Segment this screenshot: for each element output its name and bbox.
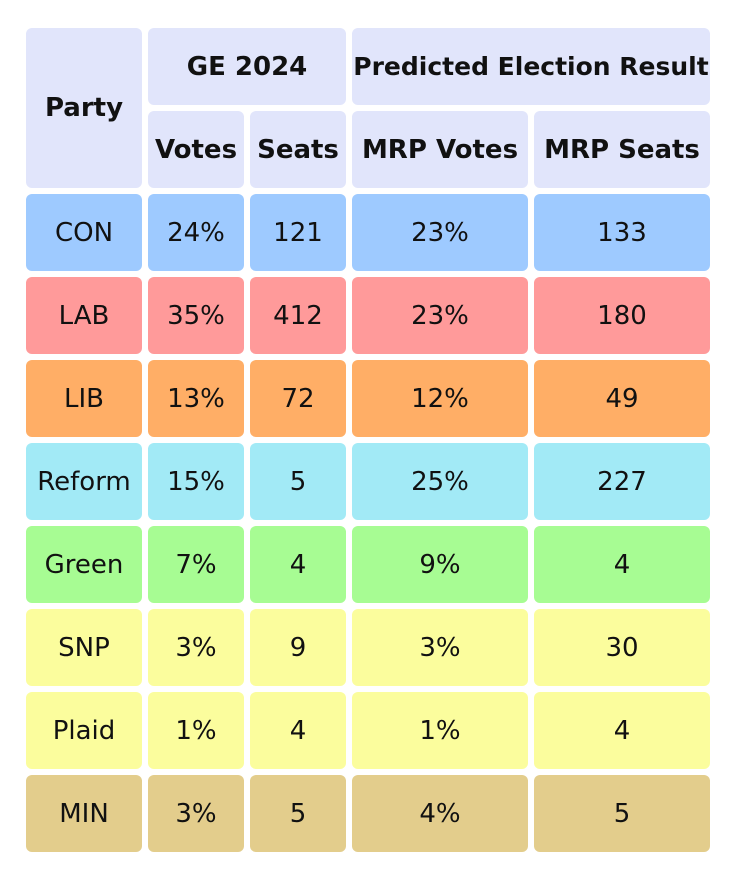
election-results-table: Party GE 2024 Predicted Election Result … [26, 28, 710, 852]
votes-cell: 7% [148, 526, 244, 603]
seats-cell: 412 [250, 277, 346, 354]
votes-cell: 1% [148, 692, 244, 769]
seats-cell: 5 [250, 443, 346, 520]
votes-cell: 13% [148, 360, 244, 437]
party-cell: LIB [26, 360, 142, 437]
mrp-votes-cell: 9% [352, 526, 528, 603]
seats-cell: 5 [250, 775, 346, 852]
mrp-seats-cell: 30 [534, 609, 710, 686]
party-cell: Plaid [26, 692, 142, 769]
mrp-seats-cell: 180 [534, 277, 710, 354]
mrp-votes-cell: 4% [352, 775, 528, 852]
seats-cell: 72 [250, 360, 346, 437]
seats-column-header: Seats [250, 111, 346, 188]
mrp-seats-cell: 227 [534, 443, 710, 520]
party-column-header: Party [26, 28, 142, 188]
mrp-votes-cell: 12% [352, 360, 528, 437]
mrp-seats-cell: 5 [534, 775, 710, 852]
mrp-seats-cell: 4 [534, 692, 710, 769]
ge-2024-group-header: GE 2024 [148, 28, 346, 105]
votes-cell: 3% [148, 609, 244, 686]
predicted-result-group-header: Predicted Election Result [352, 28, 710, 105]
mrp-votes-cell: 23% [352, 277, 528, 354]
votes-cell: 15% [148, 443, 244, 520]
party-cell: Green [26, 526, 142, 603]
party-cell: Reform [26, 443, 142, 520]
party-cell: MIN [26, 775, 142, 852]
votes-cell: 3% [148, 775, 244, 852]
seats-cell: 4 [250, 526, 346, 603]
mrp-seats-cell: 49 [534, 360, 710, 437]
mrp-seats-column-header: MRP Seats [534, 111, 710, 188]
party-cell: SNP [26, 609, 142, 686]
mrp-seats-cell: 133 [534, 194, 710, 271]
votes-cell: 24% [148, 194, 244, 271]
seats-cell: 121 [250, 194, 346, 271]
mrp-votes-cell: 23% [352, 194, 528, 271]
mrp-votes-column-header: MRP Votes [352, 111, 528, 188]
party-cell: CON [26, 194, 142, 271]
mrp-votes-cell: 1% [352, 692, 528, 769]
votes-cell: 35% [148, 277, 244, 354]
votes-column-header: Votes [148, 111, 244, 188]
mrp-votes-cell: 25% [352, 443, 528, 520]
seats-cell: 9 [250, 609, 346, 686]
party-cell: LAB [26, 277, 142, 354]
seats-cell: 4 [250, 692, 346, 769]
mrp-seats-cell: 4 [534, 526, 710, 603]
mrp-votes-cell: 3% [352, 609, 528, 686]
